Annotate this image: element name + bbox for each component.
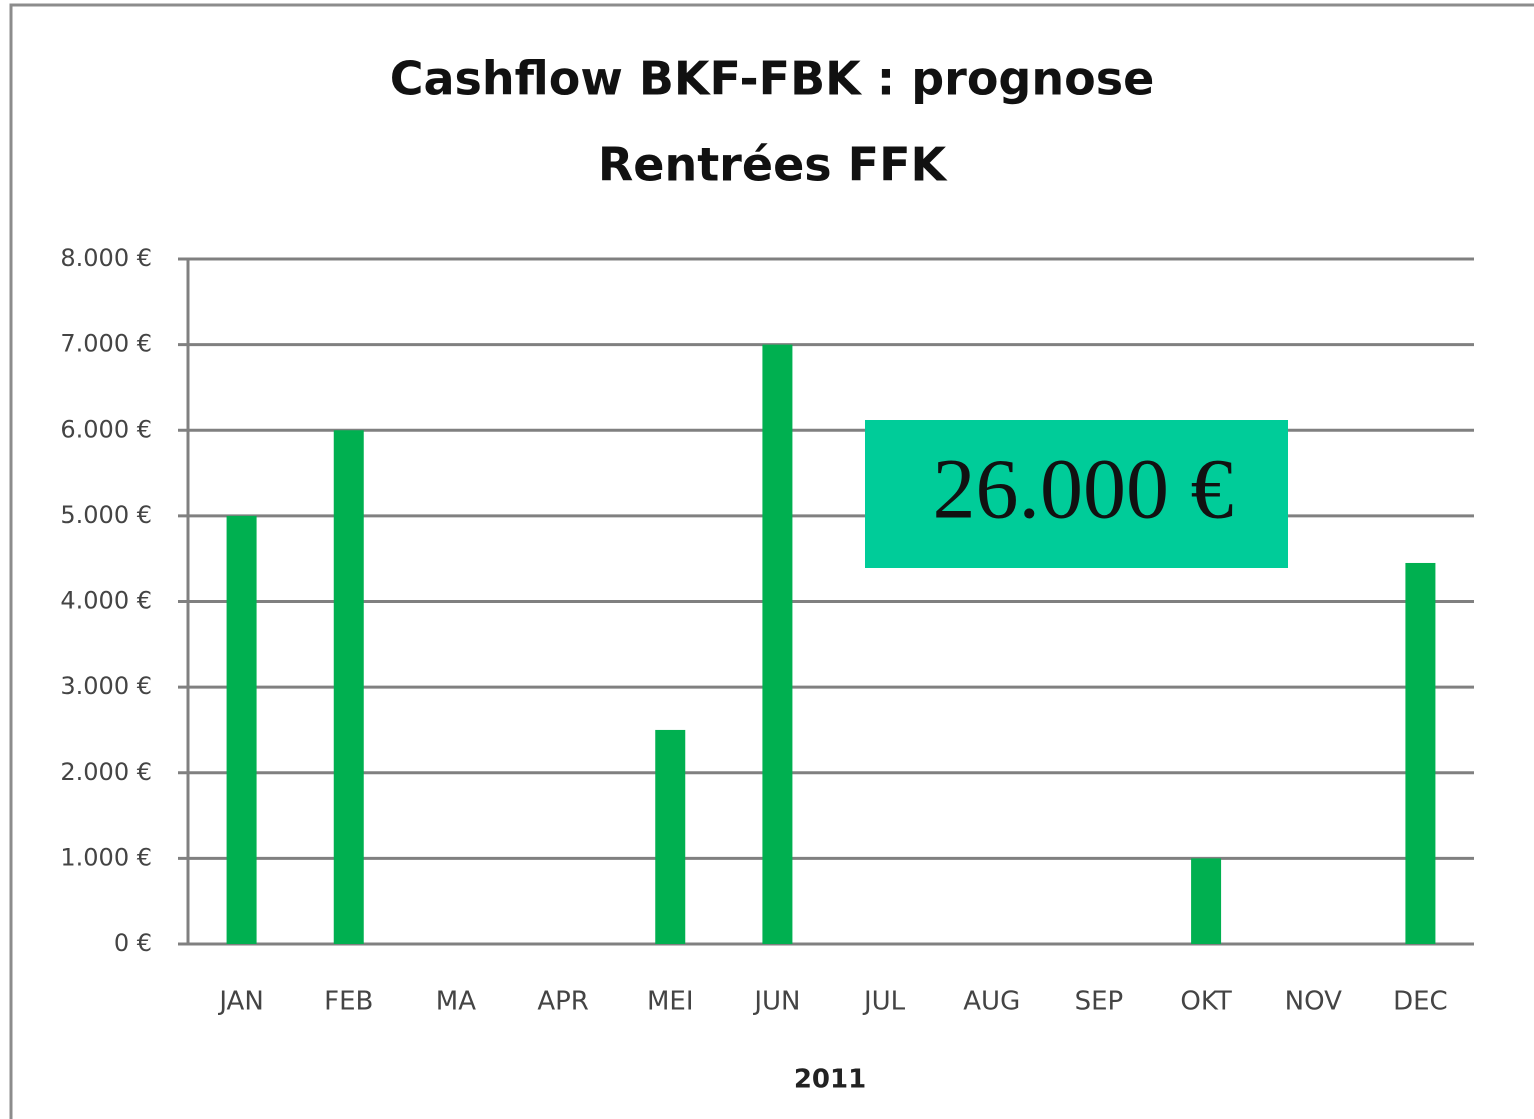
bar xyxy=(1191,858,1222,944)
y-tick-label: 2.000 € xyxy=(60,758,152,786)
x-tick-label: AUG xyxy=(963,987,1020,1017)
chart-frame xyxy=(9,3,1534,1119)
x-tick-label: SEP xyxy=(1075,987,1124,1017)
x-tick-label: JUN xyxy=(752,987,800,1017)
chart-subtitle: Rentrées FFK xyxy=(598,138,949,192)
x-tick-label: OKT xyxy=(1180,987,1231,1017)
y-tick-label: 8.000 € xyxy=(60,244,152,272)
y-tick-label: 1.000 € xyxy=(60,843,152,871)
annotation: 26.000 € xyxy=(933,441,1234,537)
x-axis-label: 2011 xyxy=(794,1065,866,1095)
bar xyxy=(655,729,686,944)
x-tick-label: FEB xyxy=(324,987,373,1017)
bar xyxy=(1405,562,1436,944)
annotation-box xyxy=(865,420,1288,568)
x-tick-label: MEI xyxy=(647,987,694,1017)
bar xyxy=(226,515,257,944)
y-tick-label: 4.000 € xyxy=(60,587,152,615)
x-tick-label: DEC xyxy=(1393,987,1448,1017)
bar xyxy=(333,430,364,944)
y-tick-label: 5.000 € xyxy=(60,501,152,529)
x-tick-label: JAN xyxy=(217,987,263,1017)
y-tick-label: 6.000 € xyxy=(60,415,152,443)
x-tick-label: NOV xyxy=(1285,987,1342,1017)
y-tick-label: 0 € xyxy=(114,929,152,957)
x-tick-label: JUL xyxy=(862,987,906,1017)
x-tick-label: MA xyxy=(436,987,476,1017)
bar xyxy=(762,344,793,944)
x-tick-label: APR xyxy=(537,987,589,1017)
chart-title: Cashflow BKF-FBK : prognose xyxy=(390,52,1155,106)
y-tick-label: 7.000 € xyxy=(60,330,152,358)
y-tick-label: 3.000 € xyxy=(60,672,152,700)
